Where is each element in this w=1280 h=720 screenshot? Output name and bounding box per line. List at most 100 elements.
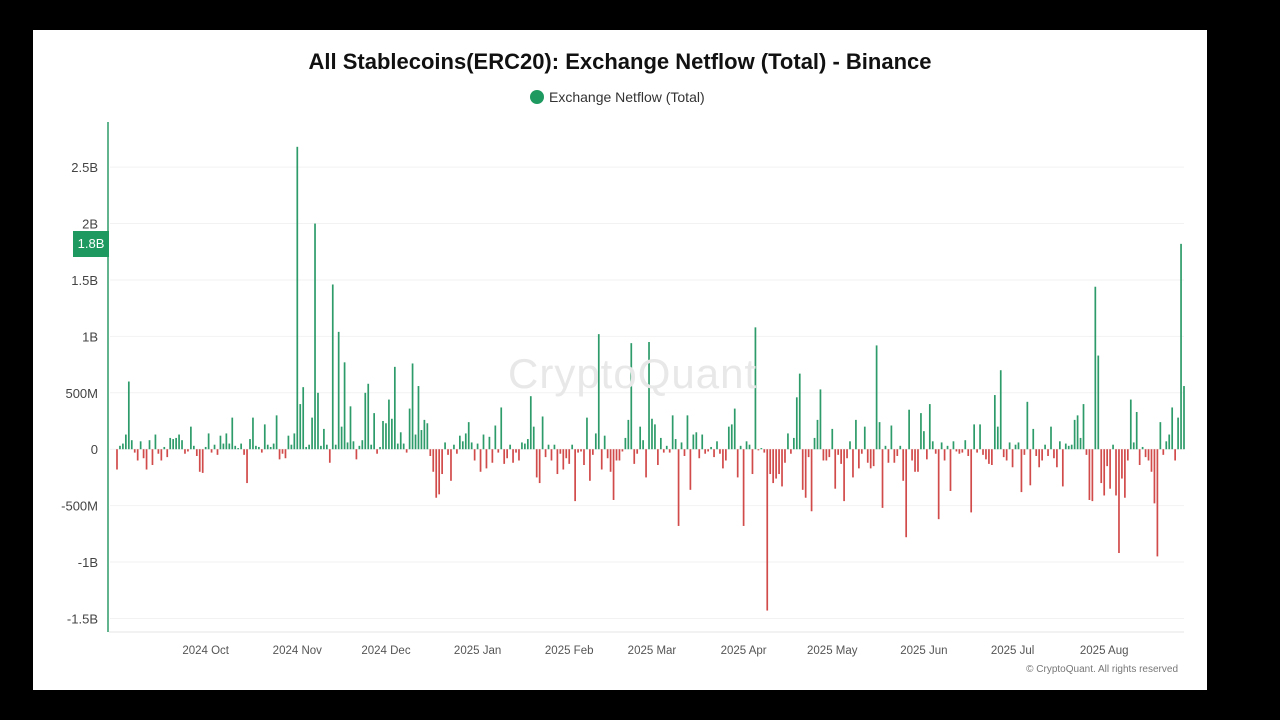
bar[interactable] [624, 437, 627, 450]
bar[interactable] [603, 435, 606, 450]
bar[interactable] [574, 449, 576, 502]
bar[interactable] [1174, 449, 1176, 461]
bar[interactable] [863, 426, 866, 450]
bar[interactable] [148, 440, 151, 450]
bar[interactable] [305, 446, 308, 450]
bar[interactable] [600, 449, 603, 470]
bar[interactable] [494, 425, 497, 450]
bar[interactable] [243, 449, 245, 455]
bar[interactable] [219, 435, 222, 450]
bar[interactable] [1171, 407, 1174, 450]
bar[interactable] [296, 146, 299, 450]
bar[interactable] [680, 442, 683, 450]
bar[interactable] [308, 444, 310, 450]
bar[interactable] [506, 449, 508, 459]
bar[interactable] [926, 449, 928, 460]
bar[interactable] [234, 445, 237, 450]
bar[interactable] [352, 441, 355, 450]
bar[interactable] [804, 449, 807, 498]
bar[interactable] [461, 441, 464, 450]
bar[interactable] [701, 434, 704, 450]
bar[interactable] [979, 424, 981, 450]
bar[interactable] [269, 446, 272, 450]
bar[interactable] [184, 449, 186, 454]
bar[interactable] [594, 433, 597, 450]
bar[interactable] [1121, 449, 1123, 479]
bar[interactable] [512, 449, 514, 463]
bar[interactable] [391, 418, 393, 450]
bar[interactable] [393, 366, 396, 450]
bar[interactable] [216, 449, 219, 455]
bar[interactable] [733, 408, 736, 450]
bar[interactable] [266, 444, 269, 450]
bar[interactable] [201, 449, 204, 473]
bar[interactable] [529, 396, 532, 450]
bar[interactable] [887, 449, 890, 463]
bar[interactable] [476, 443, 479, 450]
bar[interactable] [470, 442, 473, 450]
bar[interactable] [798, 373, 801, 450]
bar[interactable] [1162, 449, 1165, 455]
bar[interactable] [677, 449, 680, 526]
bar[interactable] [840, 449, 842, 464]
bar[interactable] [367, 383, 370, 450]
bar[interactable] [145, 449, 148, 470]
bar[interactable] [961, 449, 964, 453]
bar[interactable] [166, 449, 169, 458]
bar[interactable] [816, 419, 819, 450]
bar[interactable] [317, 392, 319, 450]
bar[interactable] [154, 434, 157, 450]
bar[interactable] [686, 415, 689, 450]
bar[interactable] [485, 449, 488, 469]
bar[interactable] [775, 449, 777, 479]
bar[interactable] [299, 404, 302, 450]
bar[interactable] [713, 449, 715, 458]
bar[interactable] [207, 433, 210, 450]
bar[interactable] [991, 449, 993, 466]
bar[interactable] [813, 437, 816, 450]
bar[interactable] [1082, 404, 1085, 450]
bar[interactable] [810, 449, 813, 512]
bar[interactable] [532, 426, 535, 450]
bar[interactable] [884, 445, 887, 450]
bar[interactable] [795, 397, 798, 450]
bar[interactable] [615, 449, 618, 461]
bar[interactable] [689, 449, 692, 490]
bar[interactable] [125, 434, 127, 450]
bar[interactable] [1011, 449, 1014, 468]
bar[interactable] [692, 434, 695, 450]
bar[interactable] [568, 449, 571, 464]
bar[interactable] [881, 449, 884, 508]
bar[interactable] [1035, 449, 1038, 456]
bar[interactable] [739, 445, 742, 450]
bar[interactable] [571, 444, 574, 450]
bar[interactable] [899, 445, 902, 450]
bar[interactable] [163, 446, 166, 450]
bar[interactable] [630, 343, 633, 450]
bar[interactable] [580, 449, 582, 452]
bar[interactable] [488, 436, 491, 450]
bar[interactable] [1002, 449, 1005, 458]
bar[interactable] [592, 449, 594, 455]
bar[interactable] [302, 387, 305, 450]
bar[interactable] [420, 430, 423, 450]
bar[interactable] [263, 424, 266, 450]
bar[interactable] [328, 449, 331, 463]
bar[interactable] [955, 449, 958, 452]
bar[interactable] [175, 437, 177, 450]
bar[interactable] [671, 415, 674, 450]
bar[interactable] [1109, 449, 1111, 489]
bar[interactable] [760, 448, 763, 450]
bar[interactable] [370, 444, 373, 450]
bar[interactable] [467, 422, 470, 450]
bar[interactable] [355, 449, 358, 460]
bar[interactable] [1056, 449, 1058, 468]
bar[interactable] [222, 443, 225, 450]
bar[interactable] [160, 449, 163, 461]
bar[interactable] [866, 449, 869, 463]
bar[interactable] [719, 449, 721, 454]
bar[interactable] [1138, 449, 1141, 466]
bar[interactable] [976, 449, 978, 453]
bar[interactable] [911, 449, 913, 461]
bar[interactable] [497, 449, 500, 453]
